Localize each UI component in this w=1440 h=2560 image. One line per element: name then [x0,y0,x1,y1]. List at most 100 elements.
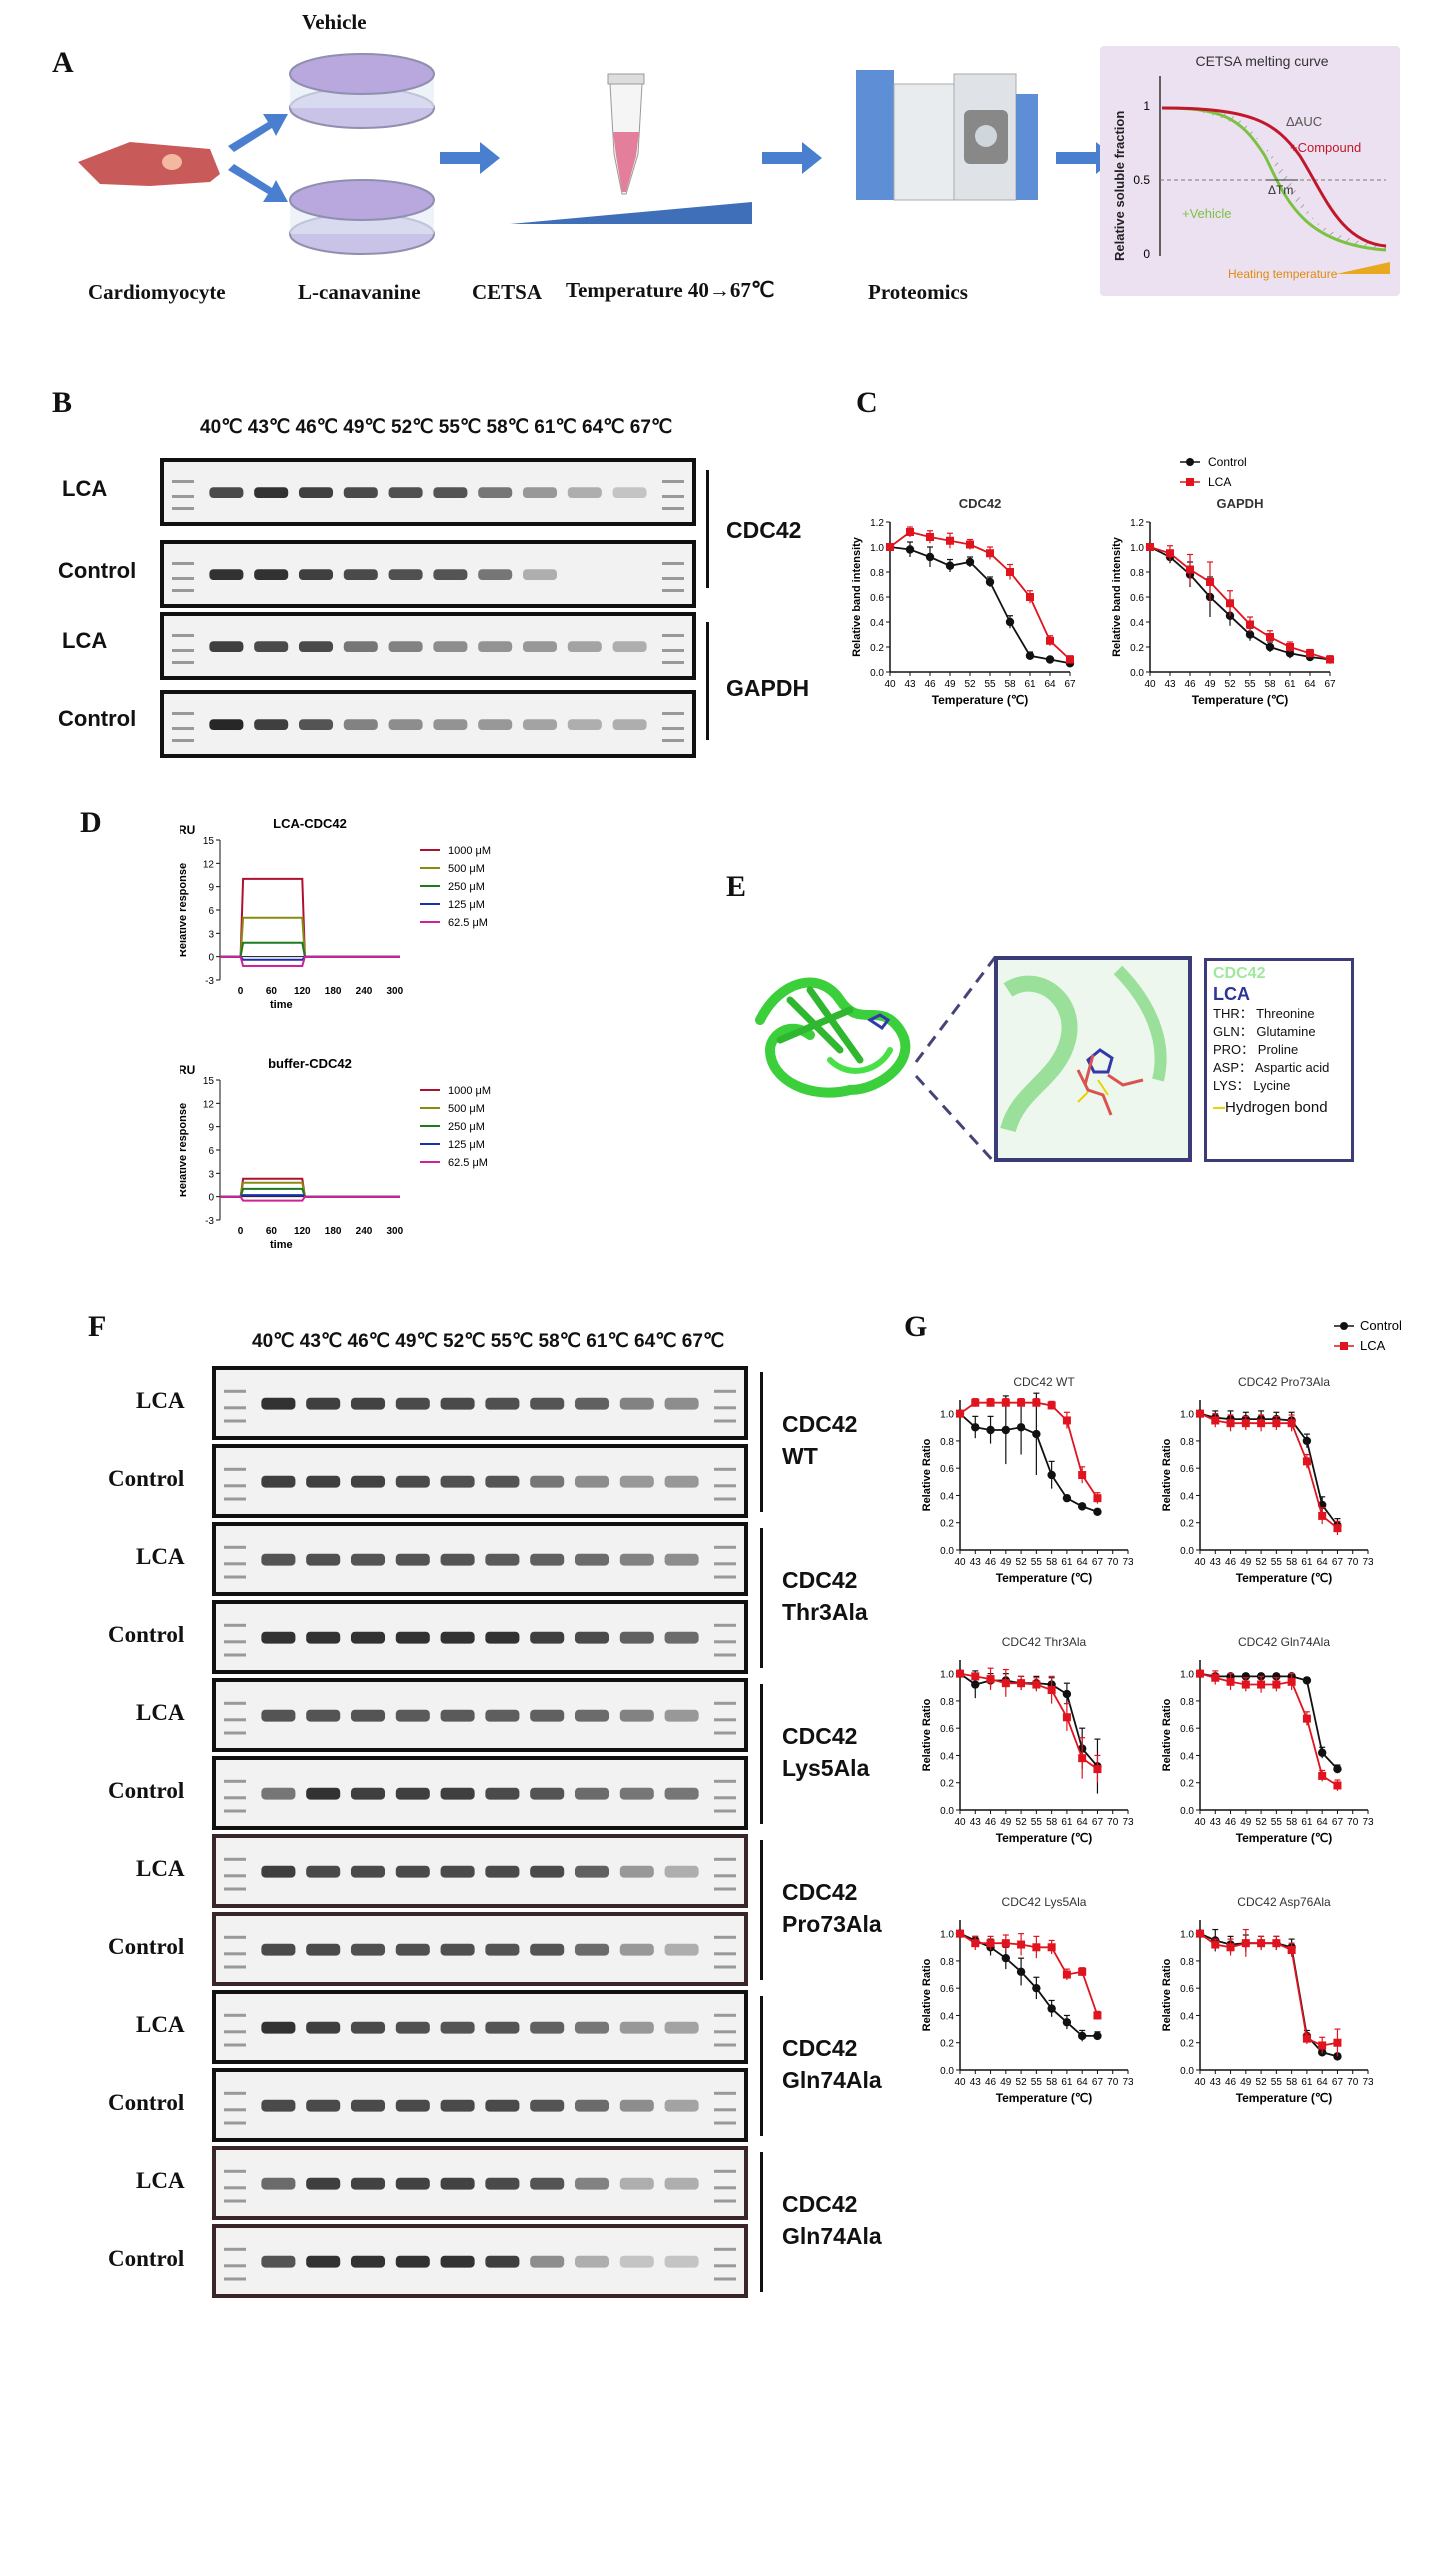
data-point-lca [1318,1771,1327,1780]
legend-label: 500 μM [448,863,485,875]
x-tick-label: 43 [904,679,916,690]
b-group-cdc42: CDC42 [726,517,802,543]
series-line-lca [1199,1932,1338,2047]
panel-letter-f: F [88,1310,107,1343]
x-tick-label: 58 [1004,679,1016,690]
x-tick-label: 40 [954,2077,966,2088]
ladder-mark [224,2247,246,2251]
data-point-control [1047,2004,1056,2013]
f-group-4: CDC42 Pro73Ala [782,1876,882,1940]
data-point-control [1062,2018,1072,2027]
band [522,569,558,580]
blot-b-2 [160,540,696,608]
y-tick-label: 0.4 [940,2011,954,2022]
data-point-control [1016,1967,1026,1977]
y-tick-label: 0.8 [870,568,884,579]
f-group-label-3-2: Lys5Ala [782,1755,870,1781]
data-point-lca [1047,1686,1056,1694]
ladder-mark [714,2169,736,2173]
band [485,1631,520,1644]
data-point-lca [1287,1946,1296,1954]
x-tick-label: 55 [984,679,996,690]
f-row-label-5: LCA [136,1700,185,1725]
ladder-mark [224,2091,246,2095]
data-point-lca [1211,1940,1220,1949]
y-tick-label: 0.2 [940,1519,954,1530]
blot-b-4 [160,690,696,758]
data-point-control [1245,630,1255,639]
ru-label: RU [180,1063,195,1077]
band [485,1709,520,1722]
series-line-control [1199,1412,1339,1527]
f-group-label-1-2: WT [782,1443,818,1469]
sensorgram-lca-cdc42: LCA-CDC42 RU 15 12 9 6 3 0 -3 0 60 120 180 240 300 time… [180,816,491,1011]
band [664,1475,699,1488]
data-point-control [985,577,995,587]
series-line-lca [959,1672,1099,1770]
x-axis-label: Temperature (℃) [996,1831,1093,1845]
legend-label: 62.5 μM [448,917,488,929]
melting-curve-plot: CETSA melting curve Relative soluble fra… [1112,53,1390,281]
band [261,1631,296,1644]
f-group-6: CDC42 Gln74Ala [782,2188,882,2252]
y-tick-label: 0.6 [1180,1464,1194,1475]
x-axis-label: time [270,999,293,1011]
data-point-control [1093,2031,1102,2041]
band [261,2177,296,2190]
legend-label: 250 μM [448,881,485,893]
arrow-to-vehicle-icon [228,114,288,152]
plot-cdc42-asp76ala: CDC42 Asp76Ala 0.0 0.2 0.4 0.6 0.8 1.0 40 43 46 49… [1161,1895,1374,2105]
data-point-lca [1032,1943,1041,1952]
data-point-lca [971,1398,980,1407]
melt-y05: 0.5 [1133,173,1150,187]
band [619,1553,654,1566]
data-point-lca [1196,1929,1204,1938]
data-point-lca [1093,2011,1102,2020]
band [350,1475,386,1488]
ladder-mark [714,1874,736,1878]
band [395,1475,430,1488]
band [574,2099,610,2112]
x-axis-label: Temperature (℃) [1236,1571,1333,1585]
data-point-control [1317,1748,1327,1757]
y-tick-label: 0.8 [940,1437,954,1448]
ladder-mark [714,1419,736,1423]
band [485,1943,520,1956]
band [306,1397,341,1410]
data-point-lca [906,528,914,536]
y-tick-label: 0.2 [1180,1519,1194,1530]
x-axis-label: Temperature (℃) [996,2091,1093,2105]
y-tick-label: 0.6 [940,1464,954,1475]
x-tick-label: 43 [970,2077,982,2088]
band [440,1397,475,1410]
y-tick-label: 0.8 [940,1957,954,1968]
blot-b-3 [160,612,696,680]
melt-y1: 1 [1143,99,1150,113]
x-tick-label: 61 [1061,1557,1073,1568]
x-tick-label: 46 [985,1817,997,1828]
plot-title: CDC42 Thr3Ala [1002,1635,1087,1649]
ladder-mark [224,1484,246,1488]
data-point-lca [1062,1970,1071,1979]
blot-f-8 [212,1912,748,1986]
band [350,1631,386,1644]
ladder-mark [714,1640,736,1644]
f-row-label-4: Control [108,1622,185,1647]
x-tick-label: 64 [1077,2077,1089,2088]
y-axis-label: Relative Ratio [1161,1438,1173,1511]
band [395,2177,430,2190]
band [574,1709,610,1722]
y-tick-label: 1.0 [940,1930,954,1941]
x-tick-label: 64 [1304,679,1316,690]
band [261,1787,296,1800]
data-point-lca [1241,1419,1250,1428]
ladder-mark [172,507,194,510]
data-point-lca [1017,1398,1026,1407]
band [530,1475,565,1488]
ladder-mark [224,1809,246,1813]
x-tick-label: 73 [1362,1557,1374,1568]
x-tick-label: 67 [1332,1557,1344,1568]
band [350,1787,386,1800]
band [395,2021,430,2034]
band [440,1943,475,1956]
